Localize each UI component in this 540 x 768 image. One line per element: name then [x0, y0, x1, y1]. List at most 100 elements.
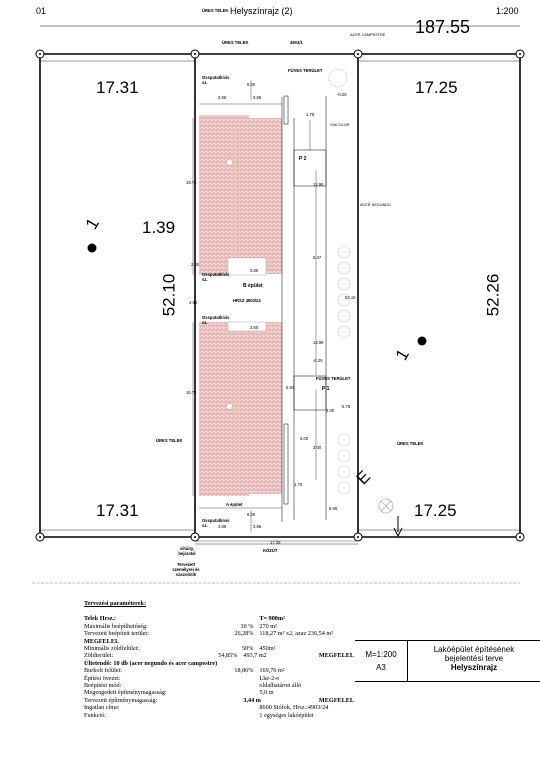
param-row: Minimális zöldfelület: 50% 450m² [84, 645, 354, 652]
dim-label: 3.86 [218, 524, 227, 529]
dim-label: 6.00 [247, 512, 256, 517]
top-plot-label: ÜRES TELEK [222, 40, 249, 45]
gate-label: vihány, bejáratal [178, 546, 196, 556]
param-cell: MEGFELEL [318, 696, 354, 704]
param-cell: 30 % [240, 622, 254, 630]
tree-symbols [328, 68, 351, 495]
dim-label: -0.25 [313, 358, 323, 363]
param-row: Ültetendő: 10 db (acer negundo és acer c… [84, 660, 354, 667]
dumpster-label-mid: Ossputatkivis sz. [202, 272, 230, 282]
param-row: Ingatlan címe: 8600 Siófok, Hrsz.:4903/24 [84, 704, 354, 711]
big-number-top-right: 187.55 [415, 17, 471, 37]
title-line-1: Lakóépület építésének [433, 645, 515, 654]
empty-plot-right: ÜRES TELEK [397, 441, 424, 446]
param-cell [200, 682, 257, 689]
param-cell: 270 m² [259, 622, 277, 630]
dim-label: 52.10 [345, 295, 356, 300]
building-a-roof-right [249, 322, 282, 494]
dim-label: 5.75 [342, 404, 351, 409]
dim-label: 3.00 [313, 445, 322, 450]
param-cell: 493,7 m2 [243, 652, 267, 660]
param-cell: 118,27 m² x2, azaz 236,54 m² [259, 630, 334, 638]
building-b-label: B épület [243, 283, 263, 289]
param-row: Burkolt felület: 18,86% 169,76 m² [84, 667, 354, 674]
dim-label: 6.86 [329, 506, 338, 511]
acer-campestre-label: ACER CAMPESTRE [350, 33, 386, 37]
param-cell: Lke-2-o [259, 674, 280, 682]
param-cell: Funkció: [84, 711, 107, 719]
dim-label: 12.96 [313, 182, 324, 187]
dim-label: 3.86 [253, 95, 262, 100]
param-cell: oldalhatáron álló [259, 682, 302, 690]
dim-label: 2.00 [191, 262, 200, 267]
title-line-2: bejelentési terve [444, 654, 504, 663]
param-cell [200, 712, 257, 719]
param-cell: T= 900m² [259, 615, 285, 623]
param-cell [200, 615, 257, 622]
param-cell: MEGFELEL [318, 652, 354, 660]
param-cell: 18,86% [234, 667, 254, 675]
bottom-width-dimension: 17.28 [270, 540, 281, 545]
param-row: Zöldterület: 54,85% 493,7 m2 MEGFELEL [84, 652, 354, 659]
param-cell: Ingatlan címe: [84, 704, 120, 712]
dim-label: 19.75 [186, 180, 197, 185]
empty-plot-left: ÜRES TELEK [156, 438, 183, 443]
param-cell: Beépítési mód: [84, 682, 122, 690]
param-cell: Telek Hrsz.: [84, 615, 117, 623]
left-length-dimension: 52.10 [159, 273, 179, 317]
building-b-roof-right [249, 118, 282, 274]
param-cell: Építési övezet: [84, 674, 121, 682]
parking-p1: P 1 [322, 386, 330, 392]
drawing-scale: 1:200 [496, 6, 519, 16]
grass-area-top: FÜVES TERÜLET [288, 68, 323, 73]
param-cell: 26,28% [234, 630, 254, 638]
dim-label: 3.86 [218, 95, 227, 100]
road-label: KÖZÚT [263, 548, 278, 553]
top-empty-plot-label: ÜRES TELEK [202, 8, 229, 13]
param-cell [189, 697, 241, 704]
dimension-lines [192, 80, 358, 542]
param-cell: Tervezett beépített terület: [84, 630, 149, 638]
title-line-3: Helyszínrajz [450, 663, 498, 672]
param-cell: Maximális beépíthetőség: [84, 622, 148, 630]
building-a-roof [199, 322, 249, 496]
param-cell: 8600 Siófok, Hrsz.:4903/24 [259, 704, 329, 712]
param-cell: 450m² [259, 645, 276, 653]
top-plot-number: 4903/1 [290, 40, 303, 45]
right-bottom-dimension: 17.25 [414, 501, 457, 520]
dim-label: 6.47 [313, 255, 322, 260]
dim-label: 6.00 [247, 82, 256, 87]
design-parameters: Tervezési paraméterek: Telek Hrsz.: T= 90… [84, 600, 354, 719]
param-cell: Burkolt felület: [84, 667, 122, 675]
parking-p2: P 2 [299, 156, 307, 162]
plot-boundaries [39, 53, 521, 538]
survey-point-right [417, 336, 427, 346]
site-plan-drawing [32, 25, 525, 584]
param-row: MEGFELEL [84, 638, 354, 645]
dim-label: 2.00 [300, 436, 309, 441]
param-cell [257, 638, 354, 645]
dim-label: 3.86 [253, 524, 262, 529]
param-row: Építési övezet: Lke-2-o [84, 675, 354, 682]
acer-negundo-label: ACER NEGUNDO [360, 203, 392, 207]
dumpster-label-bottom: Ossputatkivis sz. [202, 518, 230, 528]
viacolor-label: VIACOLOR [330, 123, 350, 127]
param-cell: Megengedett építménymagasság: [84, 689, 167, 697]
params-table: Telek Hrsz.: T= 900m² Maximális beépíthető… [84, 615, 354, 719]
param-cell: MEGFELEL [84, 637, 120, 645]
param-cell [200, 675, 257, 682]
dim-label: 5.94 [286, 385, 295, 390]
paving-outline [281, 95, 327, 522]
param-row: Telek Hrsz.: T= 900m² [84, 615, 354, 622]
sheet-number: 01 [36, 6, 47, 16]
param-cell: 1 egységes lakóépület [259, 711, 314, 719]
grass-area-bottom: FÜVES TERÜLET [316, 376, 351, 381]
dim-label: 3.86 [250, 268, 259, 273]
param-row: Funkció: 1 egységes lakóépület [84, 712, 354, 719]
param-cell: 3,44 m [243, 696, 261, 704]
title-scale: M=1:200 [365, 650, 397, 659]
left-mid-dimension: 1.39 [142, 218, 176, 237]
params-heading: Tervezési paraméterek: [84, 600, 147, 607]
param-row: Megengedett építménymagasság: 5,0 m [84, 689, 354, 696]
left-top-dimension: 17.31 [96, 78, 139, 97]
